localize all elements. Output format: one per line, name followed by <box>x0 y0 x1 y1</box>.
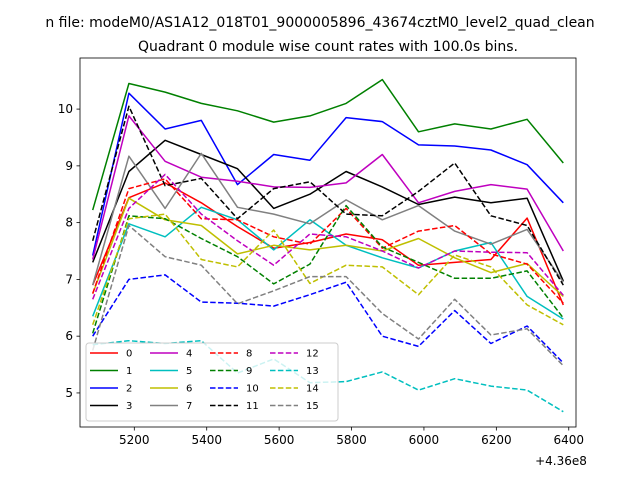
series-line-5 <box>92 206 564 320</box>
series-line-2 <box>91 92 564 256</box>
y-tick-label: 6 <box>65 329 73 343</box>
legend-label-8: 8 <box>246 349 252 360</box>
x-tick-label: 6000 <box>409 433 440 447</box>
x-tick-label: 5600 <box>264 433 295 447</box>
legend-label-3: 3 <box>126 401 132 412</box>
x-tick-label: 5200 <box>119 433 150 447</box>
x-tick-label: 5400 <box>191 433 222 447</box>
y-tick-label: 10 <box>58 102 73 116</box>
series-line-6 <box>91 197 564 297</box>
series-line-12 <box>92 173 564 300</box>
y-tick-label: 9 <box>65 159 73 173</box>
axes-frame <box>79 57 577 428</box>
series-line-14 <box>91 213 564 326</box>
x-tick-label: 6400 <box>553 433 584 447</box>
x-offset-label: +4.36e8 <box>535 454 587 468</box>
series-line-10 <box>92 274 564 364</box>
legend-label-2: 2 <box>126 384 132 395</box>
plot-area: 5200 5400 5600 5800 6000 6200 6400567891001234… <box>58 57 584 447</box>
series-line-7 <box>91 152 564 286</box>
series-line-8 <box>91 178 564 304</box>
series-line-4 <box>91 115 564 260</box>
series-line-15 <box>91 224 564 367</box>
series-line-3 <box>92 139 564 282</box>
legend-label-1: 1 <box>126 366 132 377</box>
y-tick-label: 5 <box>65 386 73 400</box>
legend-label-10: 10 <box>246 384 259 395</box>
x-tick-label: 5800 <box>336 433 367 447</box>
legend-label-4: 4 <box>186 349 192 360</box>
legend-label-13: 13 <box>306 366 319 377</box>
x-tick-label: 6200 <box>481 433 512 447</box>
legend-label-0: 0 <box>126 349 132 360</box>
figure-suptitle: n file: modeM0/AS1A12_018T01_9000005896_… <box>45 15 594 31</box>
legend-label-14: 14 <box>306 384 319 395</box>
y-tick-label: 7 <box>65 272 73 286</box>
series-line-11 <box>91 105 564 286</box>
legend-box <box>85 342 339 422</box>
legend-label-9: 9 <box>246 366 252 377</box>
legend-label-12: 12 <box>306 349 319 360</box>
legend-label-15: 15 <box>306 401 319 412</box>
legend-label-6: 6 <box>186 384 192 395</box>
series-line-1 <box>91 78 564 211</box>
legend-label-7: 7 <box>186 401 192 412</box>
legend-label-11: 11 <box>246 401 259 412</box>
chart-title: Quadrant 0 module wise count rates with … <box>138 39 518 55</box>
legend-label-5: 5 <box>186 366 192 377</box>
y-tick-label: 8 <box>65 216 73 230</box>
